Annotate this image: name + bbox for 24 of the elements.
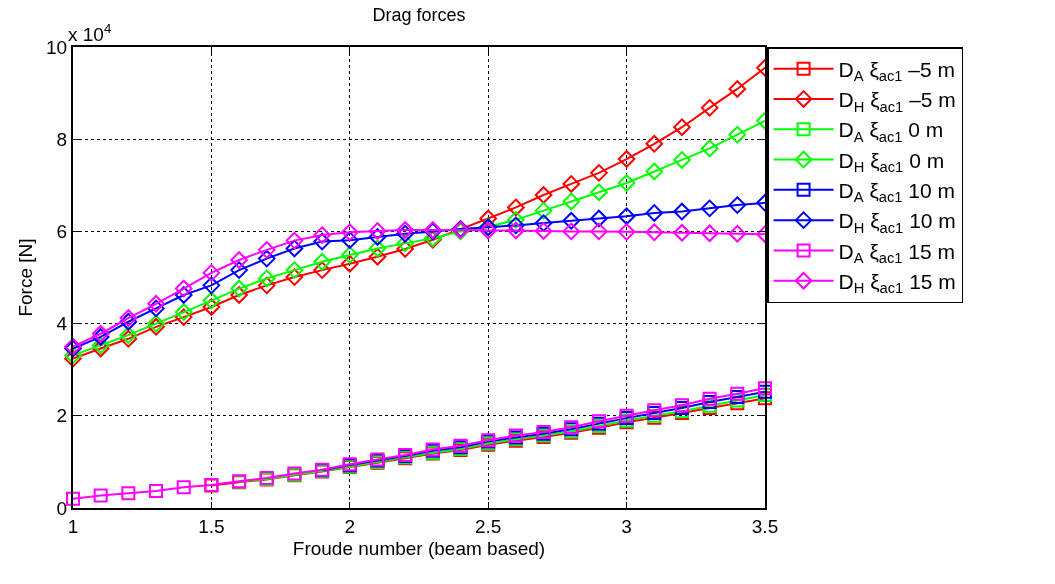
y-tick-label: 8 [56, 128, 68, 150]
y-tick-label: 2 [56, 405, 68, 427]
legend-label: D$_{A}$ ξ$_{ac1}$ 15 m [838, 239, 956, 267]
x-axis-title: Froude number (beam based) [292, 538, 546, 560]
chart-title: Drag forces [372, 5, 466, 26]
legend-label: D$_{A}$ ξ$_{ac1}$ –5 m [838, 57, 956, 85]
x-tick-label: 3.5 [751, 515, 779, 537]
x-tick-label: 1 [67, 515, 79, 537]
legend-label: D$_{H}$ ξ$_{ac1}$ 10 m [838, 209, 956, 236]
x-tick-label: 1.5 [198, 515, 225, 537]
legend-label: D$_{A}$ ξ$_{ac1}$ 0 m [838, 118, 944, 145]
legend-label: D$_{H}$ ξ$_{ac1}$ 0 m [838, 148, 945, 176]
text: x 10$^{4}$ [68, 21, 112, 45]
x-tick-label: 2 [344, 515, 356, 537]
legend-label: D$_{A}$ ξ$_{ac1}$ 10 m [838, 179, 956, 206]
y-tick-label: 6 [56, 221, 68, 243]
legend-label: D$_{H}$ ξ$_{ac1}$ –5 m [838, 88, 956, 115]
x-tick-label: 2.5 [474, 515, 502, 537]
x-tick-label: 3 [621, 515, 632, 537]
y-axis-title: Force [N] [15, 238, 37, 317]
y-tick-label: 10 [46, 36, 68, 58]
y-tick-label: 0 [56, 497, 68, 519]
y-tick-label: 4 [56, 313, 68, 335]
legend-label: D$_{H}$ ξ$_{ac1}$ 15 m [838, 269, 956, 297]
